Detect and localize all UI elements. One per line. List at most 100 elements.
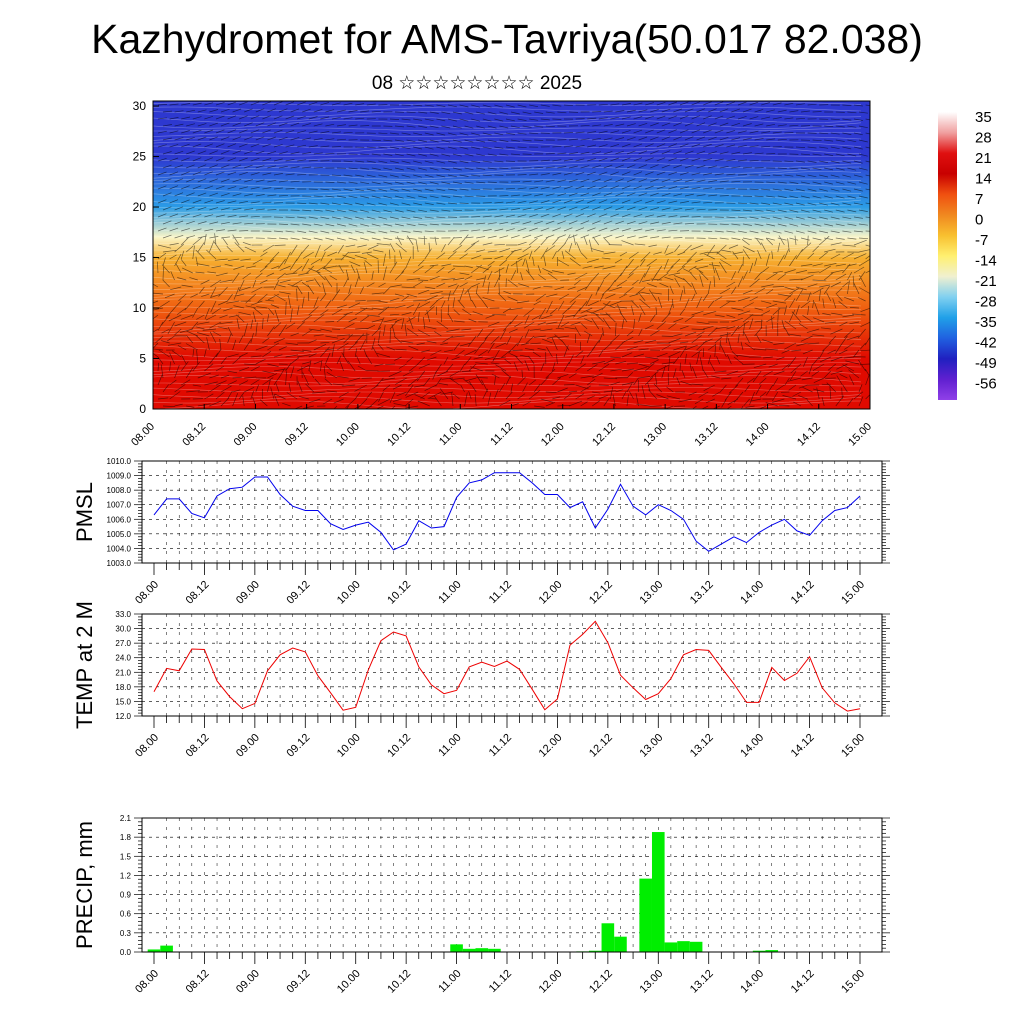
x-tick-label: 08.00 [133, 579, 161, 607]
x-tick-label: 14.12 [789, 968, 817, 996]
colorbar-bar [938, 112, 957, 400]
colorbar-label: -28 [975, 294, 997, 311]
x-tick-label: 10.12 [385, 968, 413, 996]
x-tick-label: 11.00 [436, 968, 463, 995]
x-tick-label: 13.00 [641, 421, 669, 449]
x-tick-label: 09.12 [283, 421, 311, 449]
x-tick-label: 13.12 [688, 579, 716, 607]
x-tick-label: 12.12 [587, 968, 615, 996]
x-tick-label: 09.00 [234, 732, 262, 760]
x-tick-label: 13.12 [688, 968, 716, 996]
chart-title: Kazhydromet for AMS-Tavriya(50.017 82.03… [91, 16, 923, 62]
panel-frame [141, 817, 883, 953]
precip-bar [462, 948, 476, 952]
x-tick-label: 09.00 [234, 968, 262, 996]
x-tick-label: 08.00 [133, 732, 161, 760]
y-axis-title: PMSL [72, 482, 97, 542]
precip-bar [765, 950, 779, 952]
x-tick-label: 14.12 [789, 732, 817, 760]
y-tick-label: 10 [133, 301, 147, 315]
x-tick-label: 14.12 [795, 421, 823, 449]
x-tick-label: 13.12 [688, 732, 716, 760]
y-tick-label: 20 [133, 200, 147, 214]
series-line [153, 472, 861, 552]
x-tick-label: 15.00 [839, 579, 867, 607]
colorbar-label: -56 [975, 376, 997, 393]
precip-bar [651, 832, 665, 952]
panel-frame [141, 613, 883, 717]
x-tick-label: 11.12 [487, 732, 514, 759]
y-tick-label: 1.5 [120, 852, 132, 861]
y-tick-label: 5 [139, 352, 146, 366]
precip-bar [450, 944, 463, 952]
y-tick-label: 25 [133, 150, 147, 164]
x-tick-label: 08.00 [133, 968, 161, 996]
x-tick-label: 11.00 [437, 421, 464, 448]
y-tick-label: 1009.0 [107, 472, 132, 481]
colorbar: 35 28 21 14 7 0 -7 -14 -21 -28 -35 -42 -49 -56 [938, 109, 997, 400]
x-tick-label: 12.12 [590, 421, 618, 449]
y-tick-label: 21.0 [115, 668, 131, 677]
y-tick-label: 1004.0 [107, 544, 132, 553]
colorbar-label: 28 [975, 130, 992, 147]
y-tick-label: 15.0 [115, 697, 131, 706]
colorbar-label: -49 [975, 355, 997, 372]
y-tick-label: 18.0 [115, 683, 131, 692]
x-tick-label: 09.12 [284, 732, 312, 760]
y-tick-label: 24.0 [115, 654, 131, 663]
y-tick-label: 30 [133, 99, 147, 113]
precip-bar [614, 936, 627, 952]
y-tick-label: 1.2 [120, 871, 132, 880]
x-tick-label: 09.00 [232, 421, 260, 449]
x-tick-label: 08.00 [129, 421, 157, 449]
precip-bar [689, 941, 703, 952]
y-tick-label: 0.6 [120, 910, 132, 919]
x-tick-label: 14.12 [789, 579, 817, 607]
precip-bar [752, 950, 766, 952]
x-tick-label: 11.12 [487, 968, 514, 995]
x-tick-label: 13.00 [637, 732, 665, 760]
x-tick-label: 13.12 [693, 421, 721, 449]
y-tick-label: 1010.0 [107, 457, 132, 466]
panel-frame [141, 460, 883, 564]
x-tick-label: 09.12 [284, 579, 312, 607]
x-tick-label: 12.00 [537, 579, 565, 607]
colorbar-label: 14 [975, 171, 992, 188]
y-tick-label: 1007.0 [107, 501, 132, 510]
x-tick-label: 08.12 [184, 968, 212, 996]
wind-vectors [153, 101, 870, 409]
colorbar-label: 35 [975, 109, 992, 126]
x-tick-label: 14.00 [738, 968, 766, 996]
y-tick-label: 0.3 [120, 929, 132, 938]
x-tick-label: 10.12 [385, 579, 413, 607]
x-tick-label: 15.00 [839, 968, 867, 996]
x-tick-label: 14.00 [738, 732, 766, 760]
precip-bar [639, 878, 652, 952]
y-tick-label: 0.0 [120, 948, 132, 957]
colorbar-label: 0 [975, 212, 983, 229]
x-tick-label: 09.00 [234, 579, 262, 607]
heatmap-panel: 0 5 10 15 20 25 30 08.00 08.12 09.00 09.12 10.00 10.… [129, 99, 874, 449]
colorbar-label: 7 [975, 191, 983, 208]
x-tick-label: 11.00 [436, 579, 463, 606]
temp-panel: 12.0 15.0 18.0 21.0 24.0 27.0 30.0 33.0 08.00 08.… [72, 601, 890, 760]
y-axis-title: PRECIP, mm [72, 821, 97, 949]
x-tick-label: 10.00 [335, 579, 363, 607]
x-tick-label: 11.12 [487, 579, 514, 606]
x-tick-label: 12.12 [587, 579, 615, 607]
y-tick-label: 1008.0 [107, 486, 132, 495]
colorbar-label: 21 [975, 150, 992, 167]
x-tick-label: 08.12 [184, 732, 212, 760]
colorbar-label: -35 [975, 314, 997, 331]
colorbar-label: -21 [975, 273, 997, 290]
y-tick-label: 30.0 [115, 625, 131, 634]
precip-panel: 0.0 0.3 0.6 0.9 1.2 1.5 1.8 2.1 08.00 08.12 09.00 0… [72, 814, 890, 996]
colorbar-label: -7 [975, 232, 988, 249]
y-tick-label: 1005.0 [107, 530, 132, 539]
chart-subtitle: 08 ☆☆☆☆☆☆☆☆ 2025 [371, 73, 583, 94]
pmsl-panel: 1003.0 1004.0 1005.0 1006.0 1007.0 1008.0 1009… [72, 457, 890, 607]
x-tick-label: 10.00 [335, 968, 363, 996]
colorbar-label: -42 [975, 335, 997, 352]
y-tick-label: 15 [133, 251, 147, 265]
